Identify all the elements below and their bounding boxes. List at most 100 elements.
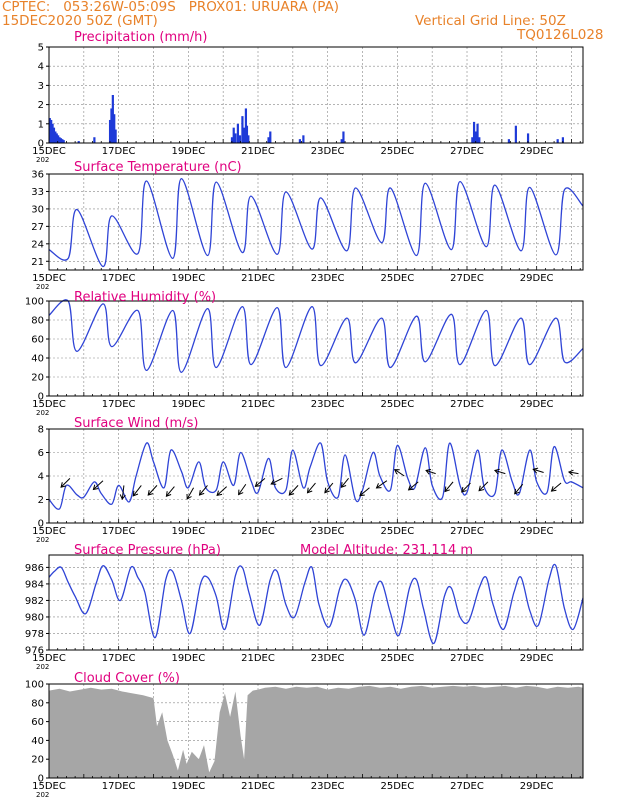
panel-title: Surface Temperature (nC) [74,160,242,175]
panel-frame [48,46,584,144]
wind-arrow [425,469,436,475]
wind-arrow [216,486,227,496]
y-tick-label: 40 [31,736,44,747]
x-tick-label: 29DEC [520,526,554,537]
panel-press: 976 978 980 982 984 986 15DEC 17DEC 19DEC 21DEC 23… [25,543,584,671]
precip-bar [59,138,63,143]
wind-arrow [255,477,266,487]
y-tick-label: 982 [25,596,44,607]
x-tick-label: 29DEC [520,781,554,792]
x-tick-label: 15DEC [32,526,66,537]
wind-arrow-head [186,493,192,500]
y-tick-label: 4 [38,472,44,483]
precip-bar [62,140,65,143]
y-tick-label: 60 [31,717,44,728]
y-tick-label: 20 [31,373,44,384]
precip-bar [507,139,511,143]
x-tick-label: 25DEC [380,653,414,664]
y-tick-label: 40 [31,354,44,365]
wind-arrow-head [254,481,261,488]
wind-arrow [307,482,316,493]
wind-arrow [324,482,334,493]
wind-arrow-head [216,490,223,497]
panel-frame [48,300,584,397]
wind-arrow [494,469,506,475]
x-tick-label: 25DEC [380,399,414,410]
x-tick-label: 19DEC [171,653,205,664]
precip-bar [514,125,517,143]
x-tick-label: 25DEC [380,146,414,157]
wind-arrow [533,468,544,473]
precip-bar [302,135,305,143]
x-tick-label: 17DEC [102,653,136,664]
rh-line [48,299,584,373]
header-station: CPTEC: 053:26W-05:09S PROX01: URUARA (PA… [2,0,340,15]
panel-cloud: 0 20 40 60 80 100 15DEC 17DEC 19DEC 21DEC 23DEC 25D… [25,671,584,799]
precip-bar [478,137,481,143]
precip-bar [471,137,474,143]
x-tick-label: 29DEC [520,146,554,157]
x-tick-label: 25DEC [380,526,414,537]
x-tick-label: 29DEC [520,653,554,664]
y-tick-label: 30 [31,204,44,215]
y-tick-label: 980 [25,612,44,623]
y-tick-label: 8 [38,425,44,436]
x-tick-label: 23DEC [311,526,345,537]
wind-arrow [60,477,71,488]
wind-arrow-head [306,487,313,494]
x-tick-label: 15DEC [32,146,66,157]
wind-arrow-head [550,486,557,492]
panel-title: Relative Humidity (%) [74,290,216,305]
y-tick-label: 3 [38,81,44,92]
y-tick-label: 80 [31,316,44,327]
wind-arrow-head [147,490,154,496]
wind-arrow-head [340,482,347,488]
y-tick-label: 100 [25,680,44,691]
wind-arrow-head [165,491,172,497]
wind-arrow-head [270,479,277,485]
y-tick-label: 978 [25,629,44,640]
wind-arrow-head [375,483,382,489]
panel-precip: 0 1 2 3 4 5 15DEC 17DEC 19DEC 21DEC 23DEC 25DEC 27DE… [32,30,584,164]
panel-title: Precipitation (mm/h) [74,30,207,45]
precip-bar [474,131,477,143]
wind-arrow-head [60,482,67,488]
x-tick-label: 21DEC [241,653,275,664]
precip-bar [245,125,249,143]
wind-arrow [238,483,247,495]
x-tick-label: 27DEC [450,399,484,410]
precip-bar [526,133,530,143]
header-grid-note: Vertical Grid Line: 50Z [415,13,566,29]
x-year-stub: 202 [36,156,49,164]
precip-bar [51,123,54,143]
x-tick-label: 23DEC [311,399,345,410]
precip-bar [114,129,117,143]
precip-bar [472,121,476,143]
x-tick-label: 15DEC [32,399,66,410]
y-tick-label: 0 [38,392,44,403]
wind-arrow-head [532,467,539,474]
wind-arrow [93,480,104,490]
precip-bar [238,135,242,143]
wind-arrow [551,482,562,492]
wind-arrow [408,481,419,491]
x-tick-label: 27DEC [450,653,484,664]
x-tick-label: 27DEC [450,146,484,157]
panel-title: Cloud Cover (%) [74,671,180,686]
wind-arrow-head [567,469,574,476]
wind-arrow [288,485,299,496]
x-tick-label: 27DEC [450,526,484,537]
precip-bar [52,127,56,143]
wind-arrow-head [324,487,330,494]
x-tick-label: 21DEC [241,526,275,537]
x-tick-label: 25DEC [380,781,414,792]
wind-arrow-head [407,485,414,491]
precip-bar [108,119,112,143]
wind-arrow [166,486,175,497]
wind-arrow [270,477,283,485]
y-tick-label: 60 [31,335,44,346]
x-year-stub: 202 [36,283,49,291]
precip-bar [342,131,345,143]
y-tick-label: 20 [31,755,44,766]
wind-arrow-head [288,490,295,496]
